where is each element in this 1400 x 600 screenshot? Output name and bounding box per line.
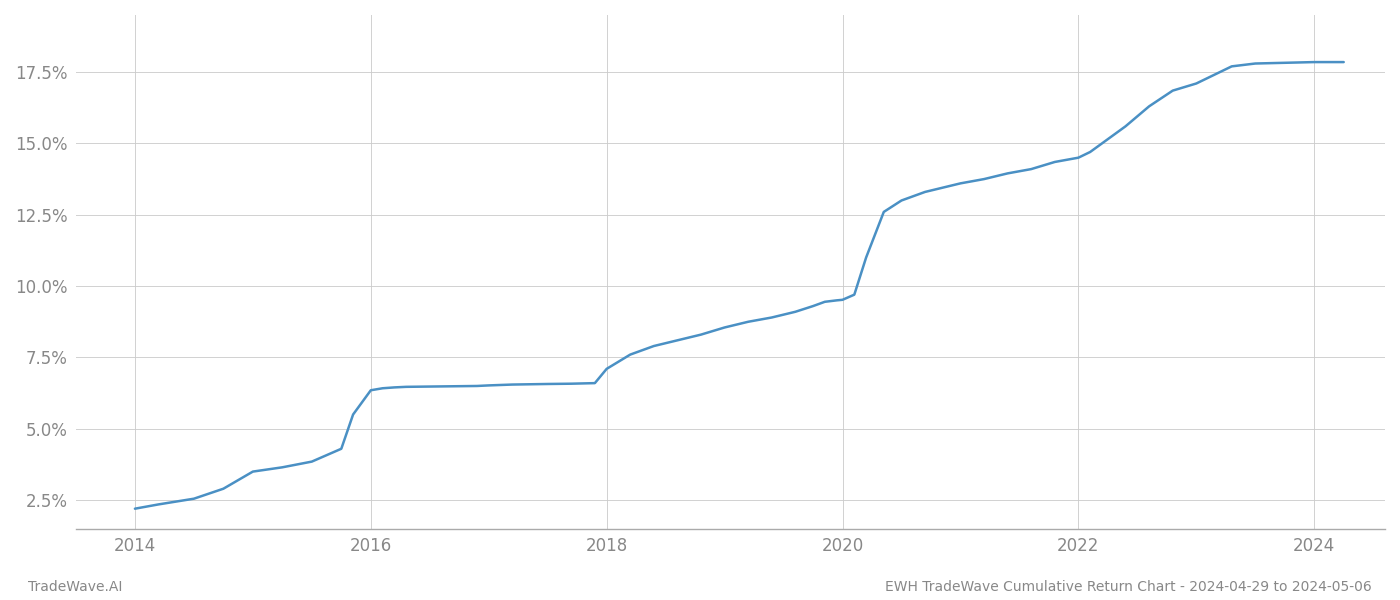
Text: EWH TradeWave Cumulative Return Chart - 2024-04-29 to 2024-05-06: EWH TradeWave Cumulative Return Chart - … <box>885 580 1372 594</box>
Text: TradeWave.AI: TradeWave.AI <box>28 580 122 594</box>
